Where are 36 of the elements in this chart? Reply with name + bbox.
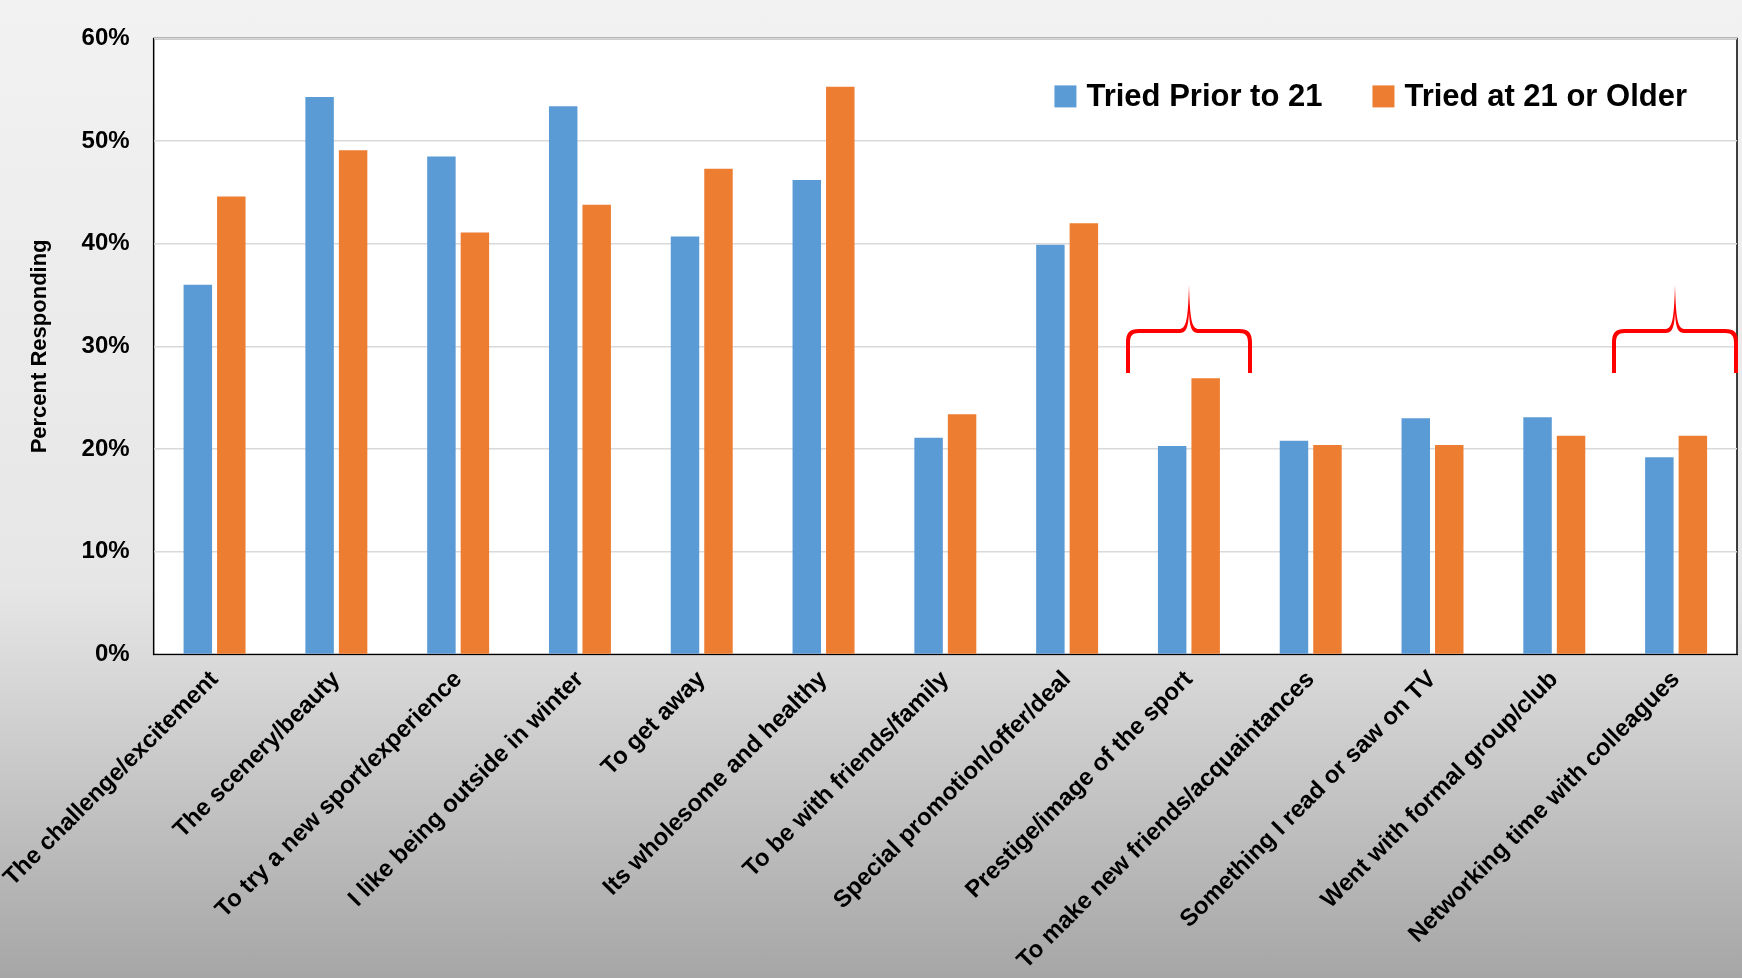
bar: [1279, 440, 1309, 654]
legend-label: Tried Prior to 21: [1086, 77, 1323, 113]
y-tick-label: 0%: [94, 639, 130, 667]
bar: [338, 150, 368, 654]
bar: [582, 204, 611, 654]
bar: [427, 156, 456, 654]
bar: [1556, 435, 1586, 654]
bar: [1036, 244, 1065, 654]
bar: [914, 437, 943, 654]
bar: [460, 232, 490, 654]
y-axis-title: Percent Responding: [26, 239, 52, 454]
bar: [1435, 444, 1464, 654]
bar: [1069, 223, 1099, 654]
bar: [947, 414, 977, 654]
bar: [1157, 446, 1187, 654]
y-tick-label: 60%: [81, 23, 130, 51]
bar: [792, 180, 822, 654]
bar: [305, 96, 334, 654]
bar: [1313, 444, 1342, 654]
bar: [1523, 417, 1552, 654]
bar: [548, 106, 578, 654]
bar: [183, 284, 213, 654]
y-tick-label: 40%: [81, 228, 130, 256]
legend-label: Tried at 21 or Older: [1404, 77, 1687, 113]
bar: [1191, 378, 1220, 654]
bar: [1678, 435, 1708, 654]
bar: [670, 236, 700, 654]
bar: [704, 168, 733, 654]
bar: [1401, 418, 1430, 654]
y-tick-label: 30%: [81, 331, 130, 359]
bar: [217, 196, 246, 654]
bar: [826, 86, 855, 654]
y-tick-label: 20%: [81, 433, 130, 461]
bar: [1645, 457, 1674, 654]
y-tick-label: 10%: [81, 536, 130, 564]
y-tick-label: 50%: [81, 125, 130, 153]
